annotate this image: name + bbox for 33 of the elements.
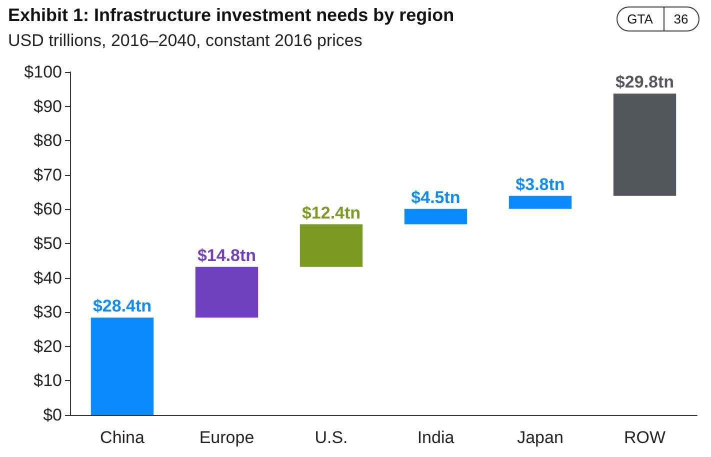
data-label: $3.8tn — [516, 174, 565, 194]
x-tick-label: U.S. — [314, 428, 348, 447]
text: 36 — [674, 12, 688, 26]
bar — [195, 266, 258, 318]
y-tick-label: $40 — [34, 268, 62, 288]
chart-title: Exhibit 1: Infrastructure investment needs by region — [8, 5, 454, 25]
data-label: $4.5tn — [411, 188, 460, 207]
data-label: $14.8tn — [197, 246, 256, 265]
x-tick-label: ROW — [624, 428, 666, 447]
x-tick-label: Japan — [517, 428, 564, 447]
x-tick-label: India — [417, 428, 455, 447]
bar — [508, 196, 572, 209]
x-tick-label: Europe — [199, 428, 254, 447]
bar — [300, 224, 363, 267]
y-tick-label: $100 — [24, 62, 62, 82]
y-tick-label: $30 — [34, 302, 62, 322]
y-tick-label: $80 — [34, 131, 62, 150]
y-tick-label: $70 — [34, 165, 62, 184]
x-tick-label: China — [100, 428, 145, 447]
bar — [404, 208, 468, 224]
data-label: $29.8tn — [615, 72, 674, 92]
bar — [613, 94, 676, 196]
y-tick-label: $10 — [34, 371, 62, 390]
y-tick-label: $50 — [34, 234, 62, 253]
y-tick-label: $90 — [34, 96, 62, 116]
chart-subtitle: USD trillions, 2016–2040, constant 2016 prices — [8, 31, 362, 50]
y-tick-label: $60 — [34, 200, 62, 219]
y-tick-label: $20 — [34, 336, 62, 356]
y-tick-label: $0 — [43, 406, 62, 424]
text: GTA — [627, 12, 654, 26]
bar — [90, 318, 154, 415]
data-label: $28.4tn — [92, 296, 152, 316]
data-label: $12.4tn — [302, 203, 361, 222]
